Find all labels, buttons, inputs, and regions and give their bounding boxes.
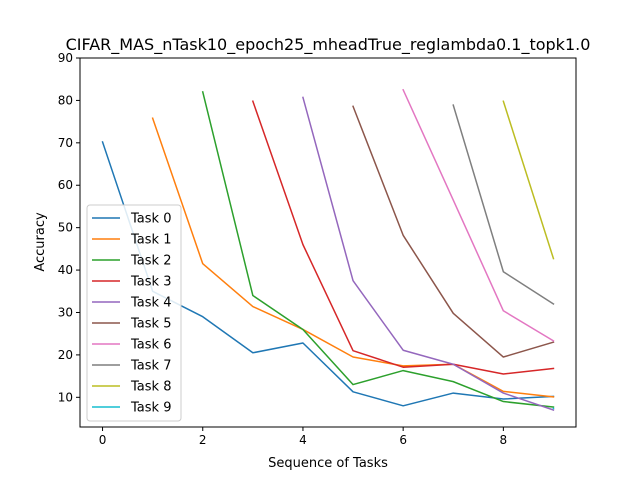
- series-line-task-8: [502, 100, 555, 260]
- ticks-layer: 0 2 4 6 8 10 20 30 40 50 60 70 80 90: [58, 51, 507, 447]
- x-axis-label: Sequence of Tasks: [268, 456, 388, 471]
- legend-label: Task 4: [130, 296, 171, 311]
- series-point-task-9: [552, 407, 555, 410]
- legend-label: Task 8: [130, 380, 171, 395]
- legend-label: Task 5: [130, 317, 171, 332]
- series-line-task-5: [352, 105, 555, 358]
- x-tick-label: 2: [199, 433, 207, 447]
- y-tick-label: 30: [58, 305, 73, 319]
- axes-frame: [79, 57, 577, 428]
- legend-label: Task 0: [130, 212, 171, 227]
- series-line-task-1: [151, 117, 555, 398]
- chart-title: CIFAR_MAS_nTask10_epoch25_mheadTrue_regl…: [66, 35, 591, 55]
- y-tick-label: 60: [58, 178, 73, 192]
- legend-label: Task 7: [130, 359, 171, 374]
- legend-label: Task 9: [130, 401, 171, 416]
- y-tick-label: 90: [58, 51, 73, 65]
- x-tick-label: 6: [399, 433, 407, 447]
- y-axis-label: Accuracy: [33, 212, 48, 272]
- series-line-task-4: [302, 96, 555, 411]
- x-tick-label: 8: [500, 433, 508, 447]
- y-tick-label: 40: [58, 263, 73, 277]
- series-line-task-6: [402, 88, 555, 342]
- legend-label: Task 3: [130, 275, 171, 290]
- x-tick-label: 4: [299, 433, 307, 447]
- y-tick-label: 20: [58, 348, 73, 362]
- x-tick-label: 0: [99, 433, 107, 447]
- legend-label: Task 1: [130, 233, 171, 248]
- y-tick-label: 80: [58, 93, 73, 107]
- legend-label: Task 6: [130, 338, 171, 353]
- y-tick-label: 70: [58, 136, 73, 150]
- series-line-task-2: [201, 91, 555, 408]
- series-layer: [101, 88, 555, 411]
- legend-box: [86, 204, 182, 422]
- legend-label: Task 2: [130, 254, 171, 269]
- y-tick-label: 10: [58, 390, 73, 404]
- legend: Task 0 Task 1 Task 2 Task 3 Task 4 Task 5 Task…: [86, 204, 182, 422]
- series-line-task-7: [452, 104, 555, 306]
- series-line-task-3: [251, 100, 555, 375]
- y-tick-label: 50: [58, 221, 73, 235]
